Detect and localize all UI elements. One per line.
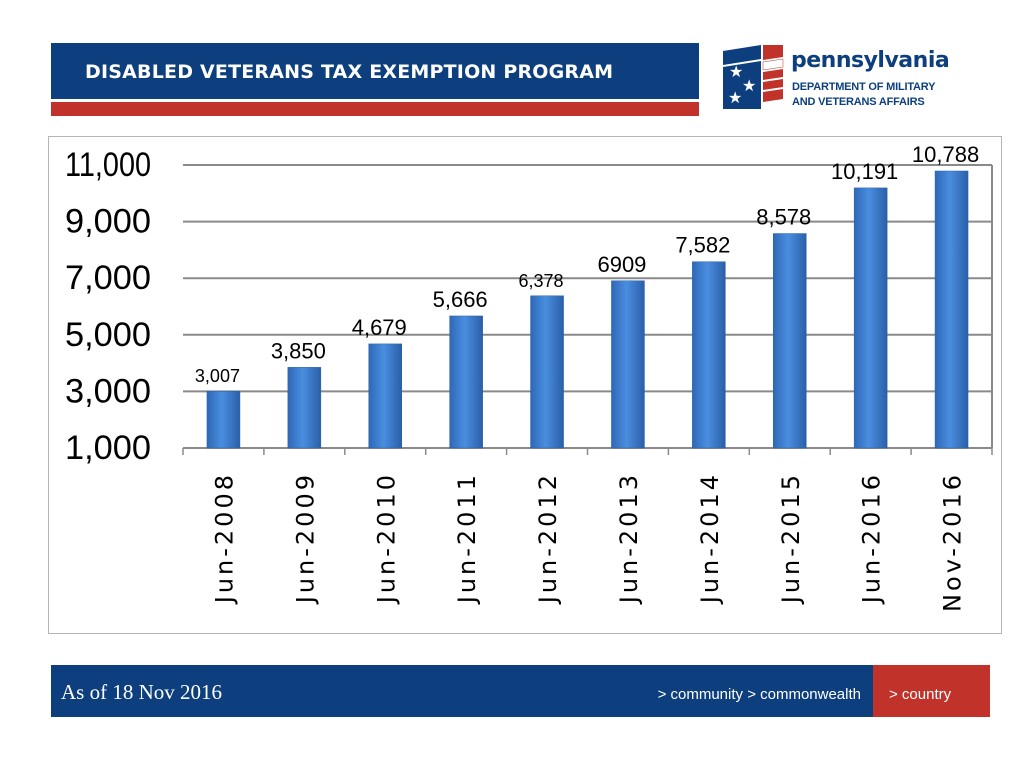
y-tick-label: 11,000 (65, 146, 151, 184)
x-tick-label: Jun-2009 (291, 472, 319, 605)
bar-jun-2012 (530, 295, 564, 449)
header-bar: DISABLED VETERANS TAX EXEMPTION PROGRAM (51, 43, 699, 99)
bar-jun-2015 (773, 233, 807, 449)
footer-tagline: > community > commonwealth (657, 686, 861, 703)
data-label: 7,582 (675, 233, 730, 258)
as-of-date: As of 18 Nov 2016 (61, 680, 222, 704)
footer-bar: As of 18 Nov 2016 > community > commonwe… (51, 665, 873, 717)
data-label: 10,191 (831, 159, 898, 184)
flag-logo-icon: ★ ★ ★ (723, 45, 784, 109)
x-tick-label: Jun-2012 (534, 472, 562, 605)
bar-jun-2008 (206, 390, 241, 449)
data-label: 10,788 (912, 142, 979, 167)
page-title: DISABLED VETERANS TAX EXEMPTION PROGRAM (85, 61, 614, 83)
bar-jun-2011 (449, 315, 483, 449)
x-tick-label: Jun-2014 (696, 472, 724, 605)
bar-jun-2016 (853, 187, 888, 449)
x-tick-label: Jun-2010 (372, 472, 400, 605)
footer-accent: > country (873, 665, 990, 717)
data-label: 5,666 (433, 287, 488, 312)
y-tick-label: 7,000 (65, 259, 151, 297)
bar-jun-2014 (692, 261, 726, 449)
svg-text:★: ★ (742, 76, 756, 95)
x-tick-label: Nov-2016 (939, 472, 967, 612)
bar-jun-2010 (368, 343, 402, 449)
data-label: 6909 (597, 252, 646, 277)
y-tick-label: 3,000 (65, 372, 151, 410)
y-tick-label: 5,000 (65, 316, 151, 354)
footer-tagline-country: > country (889, 686, 952, 703)
svg-text:★: ★ (728, 88, 742, 107)
dmva-logo: ★ ★ ★ pennsylvania DEPARTMENT OF MILITAR… (719, 45, 999, 115)
bar-jun-2009 (287, 367, 322, 449)
y-tick-label: 1,000 (65, 429, 151, 467)
x-tick-label: Jun-2011 (453, 472, 481, 605)
x-tick-label: Jun-2013 (615, 472, 643, 605)
data-label: 8,578 (756, 205, 811, 230)
x-tick-label: Jun-2016 (858, 472, 886, 605)
data-label: 4,679 (352, 315, 407, 340)
data-label: 3,850 (271, 338, 326, 363)
chart-frame: 1,000 3,000 5,000 7,000 9,000 11,000 3,007 Jun… (48, 136, 1002, 634)
x-tick-label: Jun-2008 (210, 472, 238, 605)
bar-jun-2013 (611, 280, 645, 449)
logo-brand: pennsylvania (791, 48, 950, 73)
x-tick-label: Jun-2015 (777, 472, 805, 605)
header-accent-stripe (51, 102, 699, 116)
bar-chart: 1,000 3,000 5,000 7,000 9,000 11,000 3,007 Jun… (65, 142, 993, 612)
logo-subtitle-line2: AND VETERANS AFFAIRS (792, 96, 925, 108)
data-label: 3,007 (195, 366, 240, 386)
bar-nov-2016 (934, 170, 969, 449)
svg-text:★: ★ (729, 62, 743, 81)
data-label: 6,378 (519, 271, 564, 291)
y-tick-label: 9,000 (65, 203, 151, 241)
logo-subtitle-line1: DEPARTMENT OF MILITARY (792, 81, 936, 93)
